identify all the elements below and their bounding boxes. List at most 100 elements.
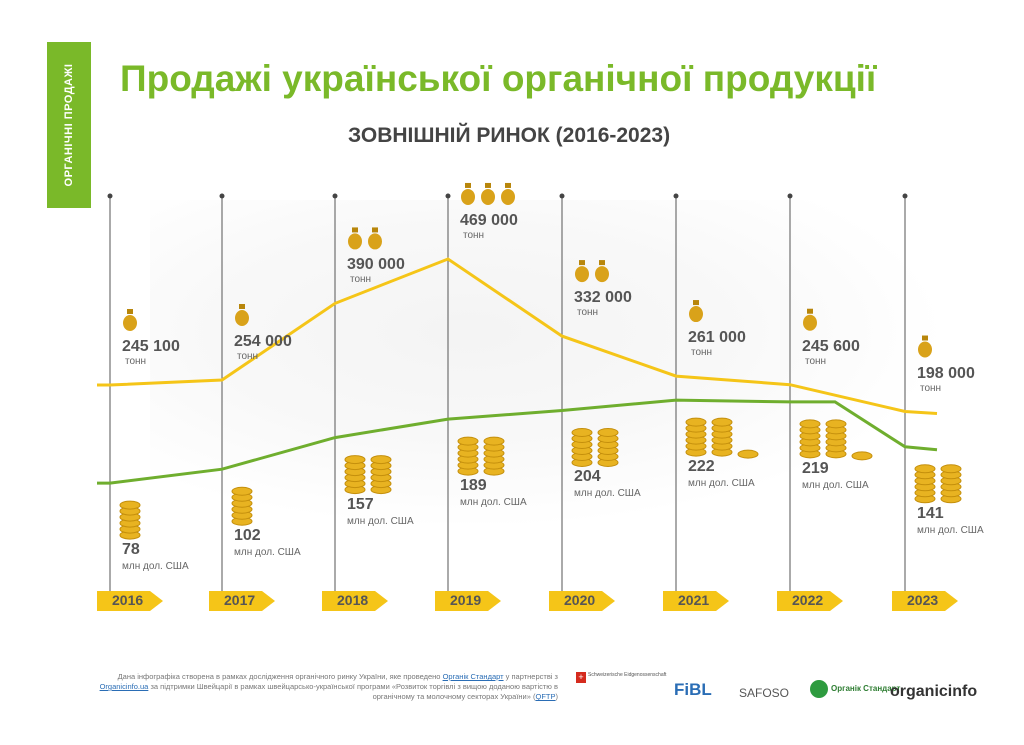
money-value-label: 102	[234, 527, 261, 545]
year-guide-dot	[673, 193, 679, 199]
money-unit-label: млн дол. США	[688, 478, 755, 490]
money-bag-icon	[348, 233, 362, 250]
money-value-label: 219	[802, 459, 829, 477]
coin-icon	[914, 464, 936, 474]
year-guide-dot	[902, 193, 908, 199]
side-tab: ОРГАНІЧНІ ПРОДАЖІ	[47, 42, 91, 208]
swiss-logo-text: Schweizerische Eidgenossenschaft	[588, 672, 667, 678]
tonnes-unit-label: тонн	[125, 356, 147, 367]
year-tag-2018	[322, 591, 388, 611]
year-tag-2017	[209, 591, 275, 611]
coin-icon	[231, 486, 253, 496]
money-value-label: 78	[122, 541, 140, 559]
money-bag-icon-tie	[807, 308, 813, 314]
year-label: 2022	[792, 592, 824, 608]
tonnes-series-line	[97, 257, 938, 415]
year-tag-2020	[549, 591, 615, 611]
organic-standard-link[interactable]: Органік Стандарт	[442, 672, 504, 681]
money-value-label: 189	[460, 477, 487, 495]
year-tag-2023	[892, 591, 958, 611]
money-bag-icon	[501, 188, 515, 205]
year-guide-dot	[219, 193, 225, 199]
year-guide-dot	[559, 193, 565, 199]
tonnes-unit-label: тонн	[577, 307, 599, 319]
tonnes-value-label: 332 000	[574, 289, 632, 307]
money-bag-icon	[918, 341, 932, 358]
coin-icon	[483, 436, 505, 446]
money-unit-label: млн дол. США	[574, 488, 641, 500]
year-guide-dot	[107, 193, 113, 199]
money-unit-label: млн дол. США	[917, 524, 984, 536]
tonnes-value-label: 245 600	[802, 337, 860, 355]
footer-text-2: у партнерстві з	[503, 672, 558, 681]
money-bag-icon-tie	[465, 182, 471, 188]
money-unit-label: млн дол. США	[122, 561, 189, 573]
tonnes-unit-label: тонн	[350, 274, 372, 286]
money-value-label: 204	[574, 468, 601, 486]
tonnes-value-label: 245 100	[122, 338, 180, 355]
organicinfo-link[interactable]: Organicinfo.ua	[99, 682, 149, 691]
money-unit-label: млн дол. США	[234, 547, 301, 559]
coin-icon	[711, 417, 733, 427]
tonnes-value-label: 390 000	[347, 256, 405, 274]
tonnes-unit-label: тонн	[463, 229, 485, 241]
coin-icon	[571, 427, 593, 437]
tonnes-value-label: 198 000	[917, 364, 975, 382]
money-bag-icon	[481, 188, 495, 205]
money-value-label: 222	[688, 458, 715, 476]
footer-text-3: за підтримки Швейцарії в рамках швейцарс…	[148, 682, 558, 701]
organic-standard-logo-text: Органік Стандарт	[831, 684, 901, 694]
organic-standard-logo: Органік Стандарт	[810, 680, 900, 698]
money-value-label: 141	[917, 504, 944, 522]
world-map-background	[150, 200, 950, 530]
money-unit-label: млн дол. США	[802, 479, 869, 491]
coin-icon	[737, 449, 759, 459]
money-bag-icon	[595, 266, 609, 283]
money-bag-icon	[461, 188, 475, 205]
tonnes-unit-label: тонн	[805, 355, 827, 367]
year-label: 2020	[564, 592, 596, 608]
year-tag-2019	[435, 591, 501, 611]
money-bag-icon	[123, 315, 137, 332]
swiss-logo: + Schweizerische Eidgenossenschaft	[576, 672, 666, 683]
coin-icon	[370, 455, 392, 465]
year-label: 2017	[224, 592, 256, 608]
footer-text-1: Дана інфографіка створена в рамках дослі…	[117, 672, 443, 681]
safoso-logo: SAFOSO	[739, 686, 790, 700]
coin-icon	[457, 436, 479, 446]
coin-icon	[799, 419, 821, 429]
value-series-line	[97, 398, 938, 485]
money-value-label: 157	[347, 495, 374, 513]
tonnes-unit-label: тонн	[920, 382, 942, 394]
year-tag-2021	[663, 591, 729, 611]
qftp-link[interactable]: QFTP	[535, 692, 556, 701]
year-tag-2016	[97, 591, 163, 611]
money-bag-icon	[368, 233, 382, 250]
organicinfo-logo: organicinfo	[890, 683, 978, 700]
money-bag-icon-tie	[599, 260, 605, 266]
coin-icon	[825, 419, 847, 429]
money-bag-icon	[575, 266, 589, 283]
year-label: 2021	[678, 592, 710, 608]
tonnes-value-label: 254 000	[234, 332, 292, 350]
year-label: 2023	[907, 592, 939, 608]
year-guide-dot	[787, 193, 793, 199]
money-bag-icon-tie	[239, 303, 245, 309]
year-label: 2019	[450, 592, 482, 608]
money-unit-label: млн дол. США	[347, 515, 414, 527]
year-guide-dot	[332, 193, 338, 199]
money-unit-label: млн дол. США	[460, 497, 527, 509]
tonnes-unit-label: тонн	[237, 350, 259, 362]
money-bag-icon	[235, 309, 249, 326]
coin-icon	[119, 500, 141, 510]
footer-text: Дана інфографіка створена в рамках дослі…	[88, 672, 558, 702]
fibl-logo: FiBL	[674, 680, 712, 699]
money-bag-icon-tie	[505, 182, 511, 188]
chart-title: Продажі української органічної продукції	[120, 58, 877, 99]
money-bag-icon-tie	[693, 300, 699, 306]
tonnes-value-label: 261 000	[688, 329, 746, 347]
money-bag-icon-tie	[372, 227, 378, 233]
year-label: 2018	[337, 592, 369, 608]
money-bag-icon-tie	[352, 227, 358, 233]
